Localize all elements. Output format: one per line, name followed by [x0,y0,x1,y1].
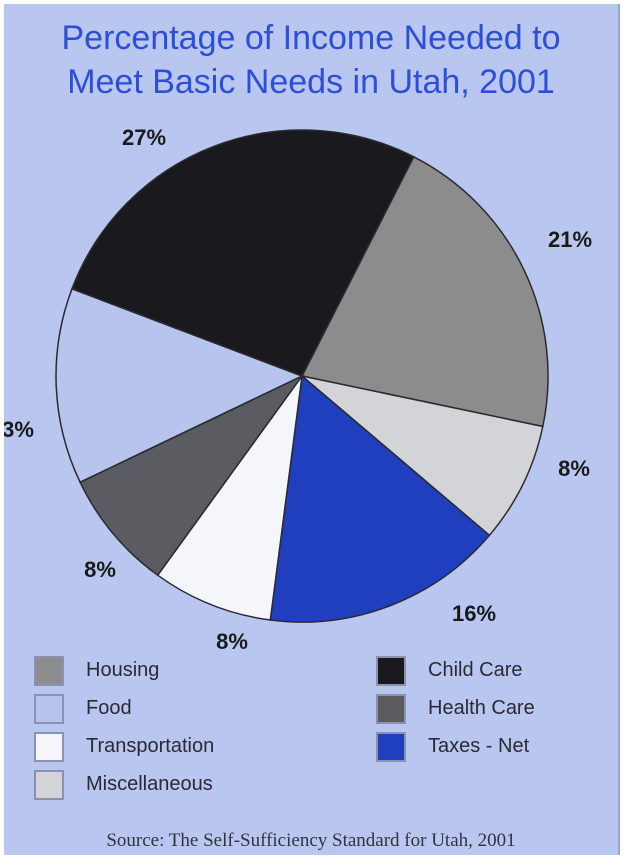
legend-swatch [376,694,406,724]
pie-slice-miscellaneous [301,375,544,537]
chart-title: Percentage of Income Needed to Meet Basi… [4,16,618,104]
chart-panel: Percentage of Income Needed to Meet Basi… [4,4,620,855]
slice-label-miscellaneous: 8% [558,456,590,481]
legend-label: Food [86,697,132,719]
pie-slice-food [55,287,304,484]
pie-slice-health-care [79,375,303,577]
legend-label: Miscellaneous [86,773,213,795]
pie-slice-taxes-net [269,374,491,623]
legend-swatch [34,694,64,724]
slice-label-transportation: 8% [216,629,248,654]
slice-label-child-care: 27% [122,125,166,150]
source-note: Source: The Self-Sufficiency Standard fo… [106,830,516,851]
pie-chart: 21% 8% 16% 8% 8% 3% 27% [4,125,592,654]
legend-swatch [34,656,64,686]
legend-label: Transportation [86,735,215,757]
legend-swatch [376,732,406,762]
pie-slice-housing [300,155,549,428]
legend-swatch [34,770,64,800]
title-line-1: Percentage of Income Needed to [61,19,561,57]
legend-swatch [376,656,406,686]
pie-slice-transportation [156,375,303,621]
slice-label-taxes-net: 16% [452,601,496,626]
legend-swatch [34,732,64,762]
legend-label: Taxes - Net [428,735,530,757]
pie-slice-child-care [71,129,415,377]
slice-label-health-care: 8% [84,557,116,582]
legend-label: Health Care [428,697,535,719]
legend-label: Child Care [428,659,523,681]
legend-label: Housing [86,659,160,681]
slice-label-housing: 21% [548,227,592,252]
slice-label-food: 3% [4,417,34,442]
title-line-2: Meet Basic Needs in Utah, 2001 [67,63,555,101]
